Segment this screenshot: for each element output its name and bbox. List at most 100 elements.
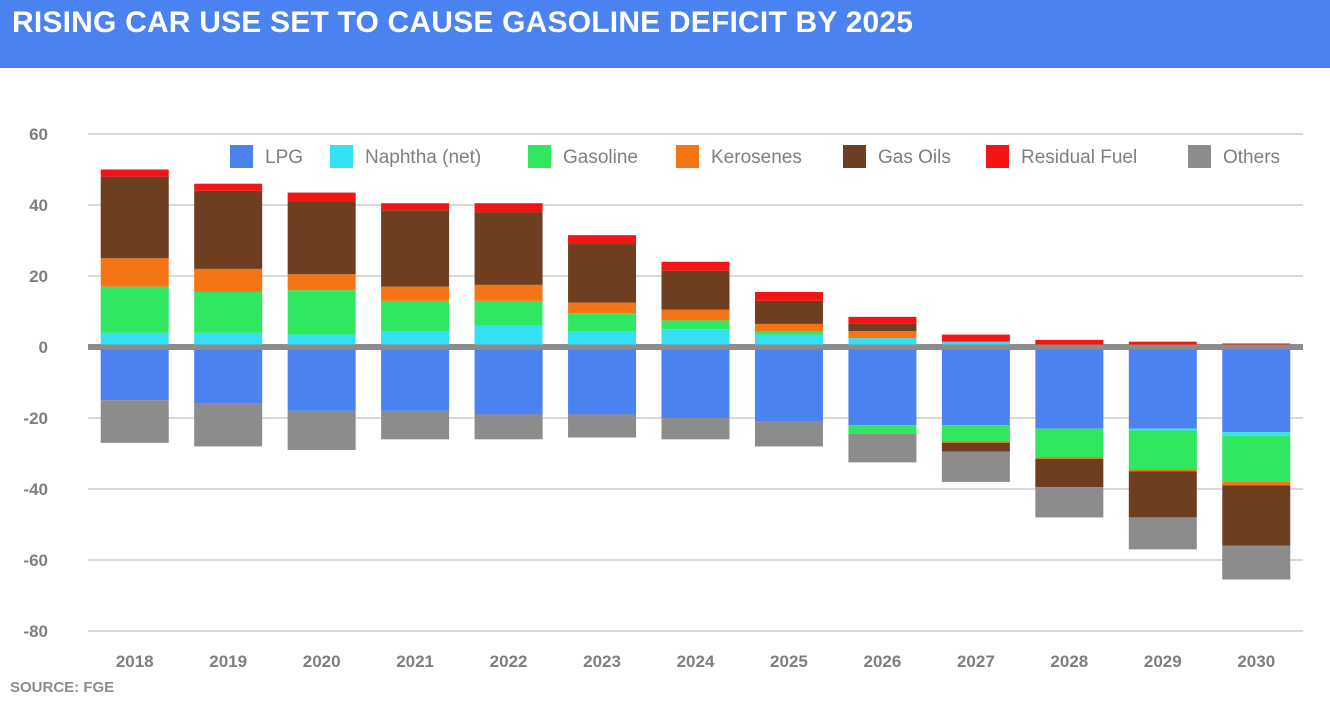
bar-segment	[848, 331, 917, 339]
bar-segment	[661, 261, 730, 271]
y-tick-label: 20	[29, 267, 48, 286]
title-bar: RISING CAR USE SET TO CAUSE GASOLINE DEF…	[0, 0, 1330, 68]
bar-segment	[661, 347, 730, 418]
y-tick-label: 40	[29, 196, 48, 215]
bar-segment	[661, 309, 730, 321]
legend-label: Gasoline	[563, 147, 638, 168]
bar-segment	[194, 183, 263, 191]
bar-segment	[194, 332, 263, 347]
bar-segment	[848, 347, 917, 426]
bar-segment	[1035, 347, 1104, 429]
bar-segment	[941, 341, 1010, 347]
bar-segment	[381, 203, 450, 211]
bar-segment	[941, 451, 1010, 482]
bar-segment	[754, 347, 823, 422]
axis-labels: 60 40 20 0 -20 -40 -60 -80 2018 2019 2020 2021 2022 2…	[23, 125, 1275, 671]
bar-segment	[1128, 471, 1197, 518]
bar-segment	[754, 323, 823, 332]
bar-segment	[474, 300, 543, 326]
bar-segment	[1035, 487, 1104, 518]
bar-segment	[1128, 517, 1197, 550]
bar-segment	[568, 347, 637, 415]
x-tick-label: 2021	[396, 652, 434, 671]
bar-segment	[661, 320, 730, 330]
legend-swatch	[676, 145, 699, 168]
x-tick-label: 2028	[1050, 652, 1088, 671]
bar-segment	[381, 347, 450, 411]
bar-segment	[848, 323, 917, 332]
bar-segment	[100, 286, 169, 333]
x-tick-label: 2027	[957, 652, 995, 671]
bar-segment	[287, 274, 356, 291]
bar-segment	[568, 331, 637, 347]
bar-segment	[568, 244, 637, 303]
bar-segment	[1035, 457, 1104, 459]
bar-segment	[194, 268, 263, 292]
bar-segment	[474, 284, 543, 301]
bar-segment	[941, 442, 1010, 452]
bar-segment	[100, 169, 169, 177]
legend: LPG Naphtha (net) Gasoline Kerosenes Gas Oil…	[230, 145, 1280, 168]
bar-segment	[568, 313, 637, 332]
bar-segment	[848, 338, 917, 347]
legend-swatch	[528, 145, 551, 168]
bar-segment	[474, 325, 543, 347]
legend-swatch	[230, 145, 253, 168]
bar-segment	[754, 331, 823, 335]
y-tick-label: 0	[39, 338, 48, 357]
legend-swatch	[1188, 145, 1211, 168]
legend-label: Others	[1223, 147, 1280, 168]
legend-label: Naphtha (net)	[365, 147, 481, 168]
bar-segment	[474, 203, 543, 213]
bar-segment	[1222, 485, 1291, 546]
bar-segment	[194, 347, 263, 404]
bar-segment	[381, 286, 450, 301]
x-tick-label: 2018	[116, 652, 154, 671]
bar-segment	[287, 334, 356, 347]
bar-segment	[661, 418, 730, 440]
y-tick-label: -80	[23, 622, 48, 641]
bar-segment	[287, 347, 356, 411]
bar-segment	[754, 421, 823, 447]
legend-swatch	[986, 145, 1009, 168]
bar-segment	[941, 425, 1010, 442]
x-tick-label: 2022	[490, 652, 528, 671]
bar-segment	[100, 400, 169, 443]
y-tick-label: 60	[29, 125, 48, 144]
bar-segment	[287, 410, 356, 450]
bar-segment	[848, 425, 917, 434]
bar-segment	[1222, 435, 1291, 482]
bar-segment	[1035, 458, 1104, 488]
x-tick-label: 2030	[1237, 652, 1275, 671]
bar-segment	[194, 291, 263, 333]
bar-segment	[474, 414, 543, 440]
x-tick-label: 2029	[1144, 652, 1182, 671]
bars	[88, 169, 1303, 580]
bar-segment	[568, 302, 637, 314]
bar-segment	[1035, 339, 1104, 346]
bar-segment	[1128, 428, 1197, 431]
y-tick-label: -40	[23, 480, 48, 499]
bar-segment	[1128, 430, 1197, 470]
bar-segment	[287, 290, 356, 335]
bar-segment	[661, 270, 730, 310]
bar-segment	[1222, 432, 1291, 436]
bar-segment	[1222, 545, 1291, 580]
bar-segment	[941, 441, 1010, 443]
bar-segment	[1035, 428, 1104, 458]
legend-label: Gas Oils	[878, 147, 951, 168]
y-tick-label: -20	[23, 409, 48, 428]
legend-swatch	[843, 145, 866, 168]
bar-segment	[194, 403, 263, 447]
y-tick-label: -60	[23, 551, 48, 570]
bar-segment	[474, 212, 543, 285]
bar-segment	[754, 300, 823, 324]
bar-segment	[1128, 347, 1197, 429]
bar-segment	[381, 410, 450, 440]
bar-segment	[568, 235, 637, 245]
bar-segment	[754, 334, 823, 347]
bar-segment	[474, 347, 543, 415]
legend-label: Kerosenes	[711, 147, 802, 168]
bar-segment	[194, 190, 263, 269]
